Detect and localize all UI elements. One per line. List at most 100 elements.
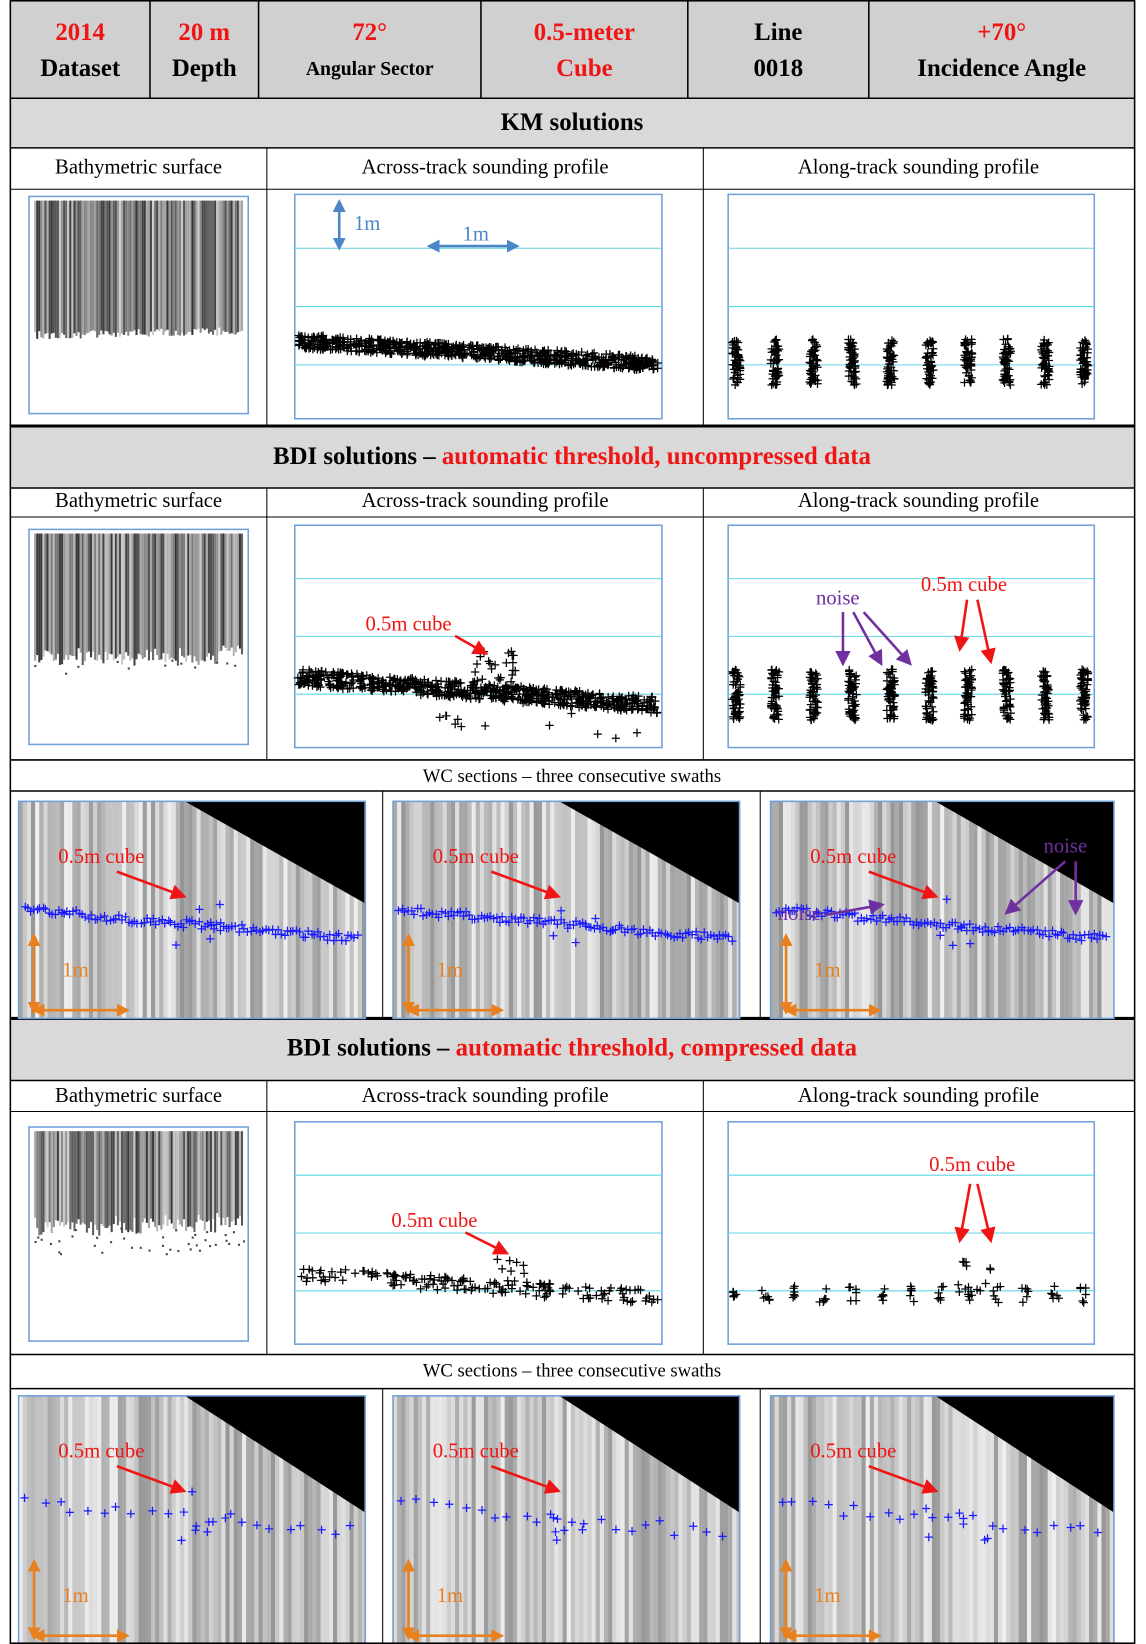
bathy-stripe — [228, 533, 231, 651]
bathy-stripe — [81, 1131, 84, 1223]
wc-stripe — [566, 801, 571, 1019]
wc-stripe — [134, 1395, 139, 1644]
bathy-stripe — [50, 533, 53, 655]
wc-stripe — [192, 801, 197, 1019]
bathy-dot — [96, 1236, 99, 1239]
bathy-stripe — [106, 533, 109, 660]
wc-stripe — [541, 1395, 547, 1644]
wc-stripe — [283, 1395, 288, 1644]
wc-stripe — [624, 1395, 629, 1644]
table-frame — [9, 0, 1136, 1644]
wc-stripe — [324, 1395, 329, 1644]
bathy-stripe — [50, 200, 53, 334]
wc-stripe — [308, 1395, 313, 1644]
bathy-stripe — [176, 200, 179, 335]
bathy-stripe — [61, 1131, 64, 1223]
bathy-stripe — [191, 533, 194, 663]
wc-stripe — [849, 1395, 854, 1644]
wc-stripe — [1084, 1395, 1090, 1644]
bathy-dot — [180, 662, 183, 665]
wc-caption: WC sections – three consecutive swaths — [423, 766, 721, 787]
wc-stripe — [707, 1395, 712, 1644]
wc-stripe — [316, 801, 321, 1019]
wc-stripe — [1060, 1395, 1065, 1644]
bathy-stripe — [240, 1131, 244, 1226]
wc-stripe — [940, 1395, 945, 1644]
bathy-stripe — [69, 200, 72, 339]
wc-stripe — [915, 1395, 920, 1644]
wc-stripe — [475, 1395, 480, 1644]
bathy-stripe — [121, 1131, 124, 1234]
wc-stripe — [1018, 1395, 1023, 1644]
wc-stripe — [163, 801, 168, 1019]
wc-stripe — [583, 801, 588, 1019]
bathy-stripe — [123, 533, 126, 660]
wc-stripe — [109, 1395, 114, 1644]
bathy-stripe — [121, 533, 124, 665]
bathy-stripe — [112, 200, 115, 333]
bathy-stripe — [75, 533, 78, 660]
wc-stripe — [504, 801, 509, 1019]
bathy-stripe — [36, 200, 39, 339]
wc-stripe — [426, 1395, 431, 1644]
wc-stripe — [948, 1395, 953, 1644]
bathy-stripe — [63, 1131, 66, 1227]
bathy-stripe — [94, 1131, 97, 1225]
bathy-stripe — [75, 200, 78, 336]
bathy-stripe — [135, 200, 138, 336]
bathy-stripe — [34, 200, 37, 332]
wc-stripe — [229, 1395, 234, 1644]
scale-label: 1m — [463, 223, 489, 245]
wc-stripe — [357, 801, 363, 1019]
wc-stripe — [807, 1395, 812, 1644]
wc-stripe — [250, 801, 255, 1019]
bathy-stripe — [125, 1131, 128, 1231]
bathy-stripe — [199, 200, 202, 333]
wc-stripe — [130, 801, 135, 1019]
bathy-stripe — [114, 200, 117, 337]
bathy-dot — [187, 1243, 190, 1246]
bathy-dot — [225, 1239, 228, 1242]
wc-frame — [392, 1395, 741, 1644]
wc-stripe — [101, 801, 106, 1019]
wc-stripe — [832, 801, 837, 1019]
wc-stripe — [637, 801, 642, 1019]
wc-stripe — [117, 801, 123, 1019]
wc-stripe — [287, 1395, 292, 1644]
wc-stripe — [861, 801, 866, 1019]
bathy-stripe — [197, 1131, 200, 1215]
bathy-dot — [189, 1248, 192, 1251]
bathy-stripe — [154, 1131, 157, 1227]
wc-stripe — [488, 801, 493, 1019]
bathy-stripe — [230, 1131, 233, 1222]
bathy-stripe — [44, 1131, 47, 1223]
bathy-stripe — [220, 200, 223, 335]
bathy-stripe — [232, 533, 235, 657]
wc-stripe — [1022, 801, 1028, 1019]
wc-stripe — [707, 801, 712, 1019]
wc-stripe — [612, 801, 617, 1019]
bathy-stripe — [178, 533, 182, 649]
wc-stripe — [167, 801, 172, 1019]
wc-stripe — [413, 1395, 418, 1644]
annotation: 0.5m cube — [58, 1440, 144, 1462]
bathy-stripe — [81, 200, 84, 335]
wc-stripe — [907, 801, 912, 1019]
bathy-stripe — [123, 1131, 126, 1223]
bathy-stripe — [172, 533, 175, 659]
wc-stripe — [583, 1395, 588, 1644]
bathy-stripe — [203, 1131, 206, 1231]
wc-frame — [769, 800, 1115, 1020]
wc-stripe — [604, 1395, 609, 1644]
wc-stripe — [811, 801, 817, 1019]
wc-stripe — [1105, 801, 1110, 1019]
bathy-frame — [28, 528, 250, 746]
bathy-stripe — [129, 1131, 132, 1231]
wc-stripe — [882, 801, 887, 1019]
wc-stripe — [237, 1395, 243, 1644]
wc-stripe — [570, 1395, 576, 1644]
arrow — [490, 1464, 561, 1494]
wc-stripe — [873, 1395, 879, 1644]
wc-stripe — [795, 1395, 800, 1644]
wc-stripe — [641, 1395, 646, 1644]
